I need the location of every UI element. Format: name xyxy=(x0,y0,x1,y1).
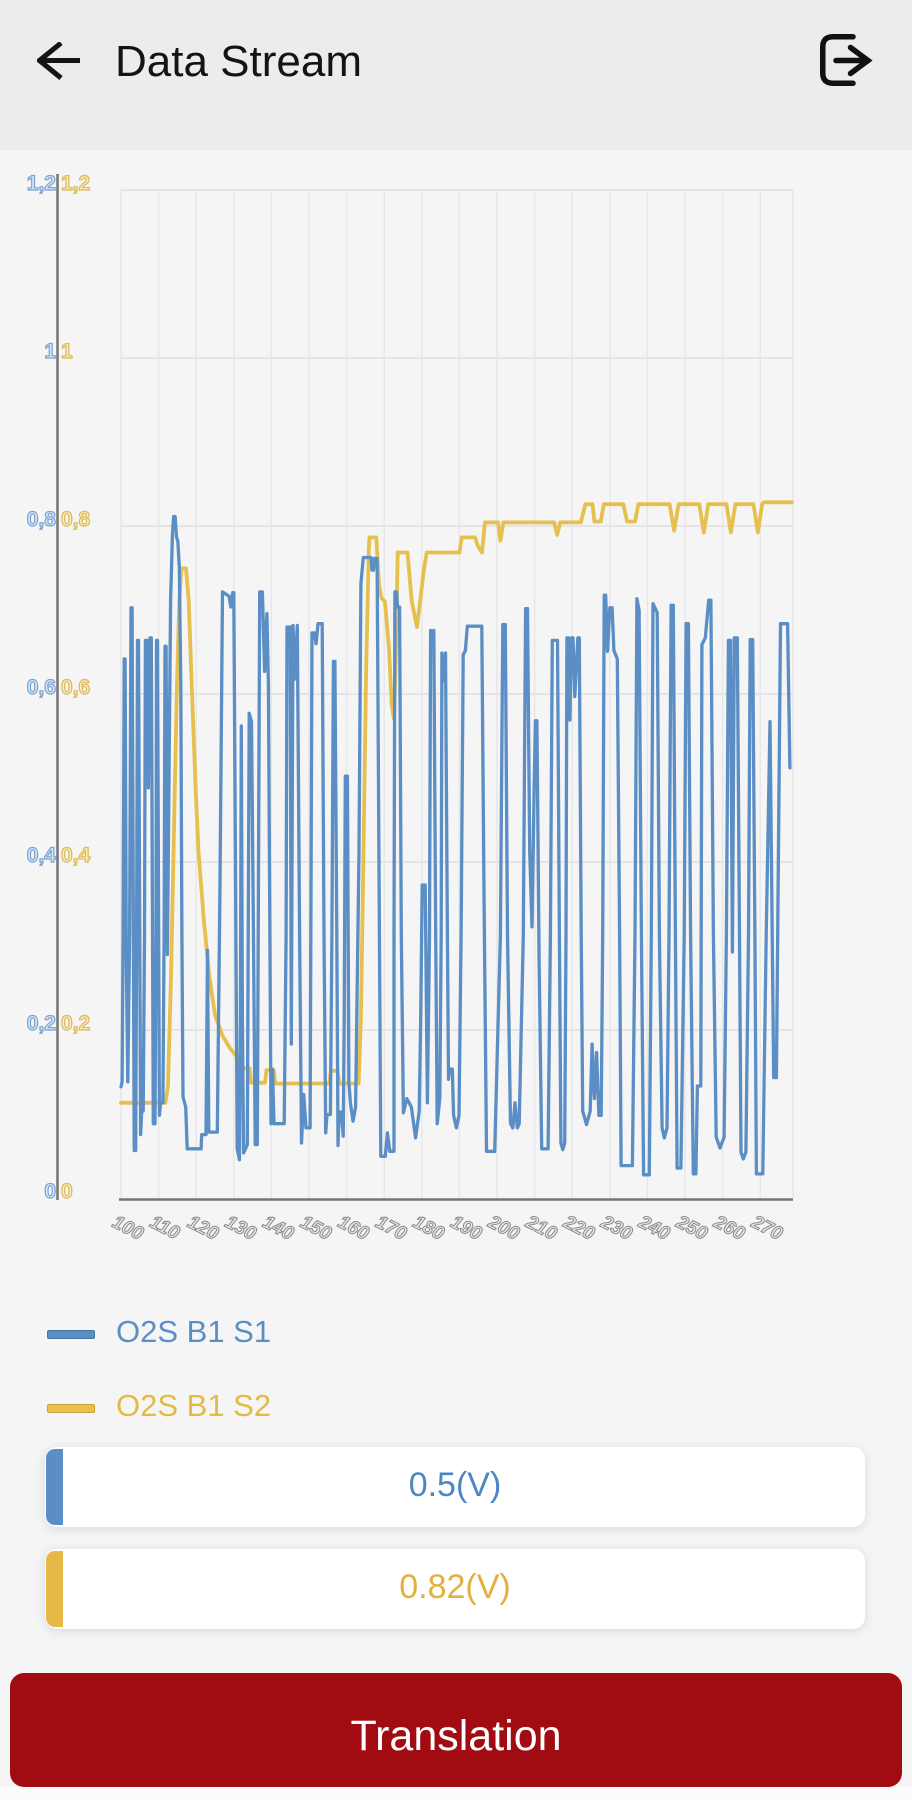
svg-text:0,2: 0,2 xyxy=(61,1012,90,1035)
svg-text:0: 0 xyxy=(44,1180,56,1203)
svg-text:240: 240 xyxy=(634,1211,673,1245)
svg-text:0,2: 0,2 xyxy=(27,1012,56,1035)
svg-text:1,2: 1,2 xyxy=(61,172,90,195)
svg-text:0,6: 0,6 xyxy=(27,676,56,699)
svg-text:0,6: 0,6 xyxy=(61,676,90,699)
svg-text:1,2: 1,2 xyxy=(27,172,56,195)
svg-text:0,4: 0,4 xyxy=(61,844,91,867)
svg-text:200: 200 xyxy=(484,1211,523,1245)
svg-text:250: 250 xyxy=(672,1211,711,1245)
svg-text:160: 160 xyxy=(334,1212,372,1245)
svg-text:120: 120 xyxy=(184,1212,222,1245)
svg-text:230: 230 xyxy=(597,1211,636,1245)
svg-text:110: 110 xyxy=(146,1212,183,1245)
svg-text:260: 260 xyxy=(709,1211,748,1245)
svg-text:150: 150 xyxy=(297,1212,335,1245)
svg-text:0: 0 xyxy=(61,1180,73,1203)
svg-text:140: 140 xyxy=(259,1212,297,1245)
svg-text:0,4: 0,4 xyxy=(27,844,57,867)
svg-text:100: 100 xyxy=(109,1212,147,1245)
svg-text:170: 170 xyxy=(372,1212,410,1245)
svg-text:180: 180 xyxy=(410,1212,448,1245)
svg-text:270: 270 xyxy=(747,1211,786,1245)
svg-text:1: 1 xyxy=(44,340,56,363)
svg-text:1: 1 xyxy=(61,340,73,363)
svg-text:130: 130 xyxy=(222,1212,260,1245)
svg-text:220: 220 xyxy=(559,1211,598,1245)
svg-text:190: 190 xyxy=(447,1212,485,1245)
svg-text:0,8: 0,8 xyxy=(61,508,91,531)
svg-text:0,8: 0,8 xyxy=(27,508,57,531)
svg-text:210: 210 xyxy=(521,1211,560,1245)
